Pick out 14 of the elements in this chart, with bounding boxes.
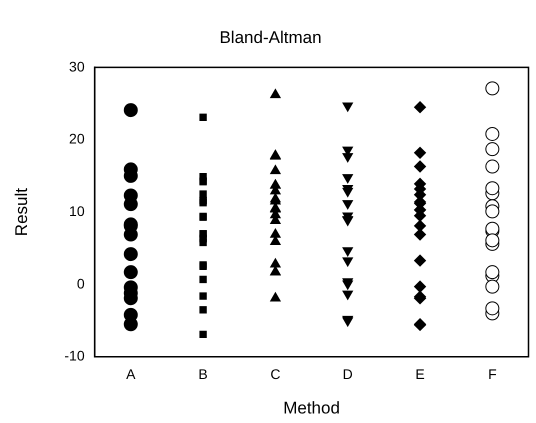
x-tick-label: C (270, 366, 280, 382)
y-tick-label: 0 (76, 275, 85, 292)
y-axis-title: Result (12, 188, 31, 236)
chart-title: Bland-Altman (219, 28, 322, 47)
x-tick-label: F (488, 366, 497, 382)
x-tick-label: A (126, 366, 136, 382)
x-tick-label: E (415, 366, 425, 382)
x-tick-label: D (342, 366, 353, 382)
y-tick-label: 30 (69, 58, 85, 74)
y-tick-label: -10 (64, 348, 85, 364)
y-tick-label: 20 (69, 130, 85, 147)
x-tick-label: B (198, 366, 208, 382)
y-tick-label: 10 (69, 202, 85, 219)
x-axis-title: Method (283, 398, 340, 418)
